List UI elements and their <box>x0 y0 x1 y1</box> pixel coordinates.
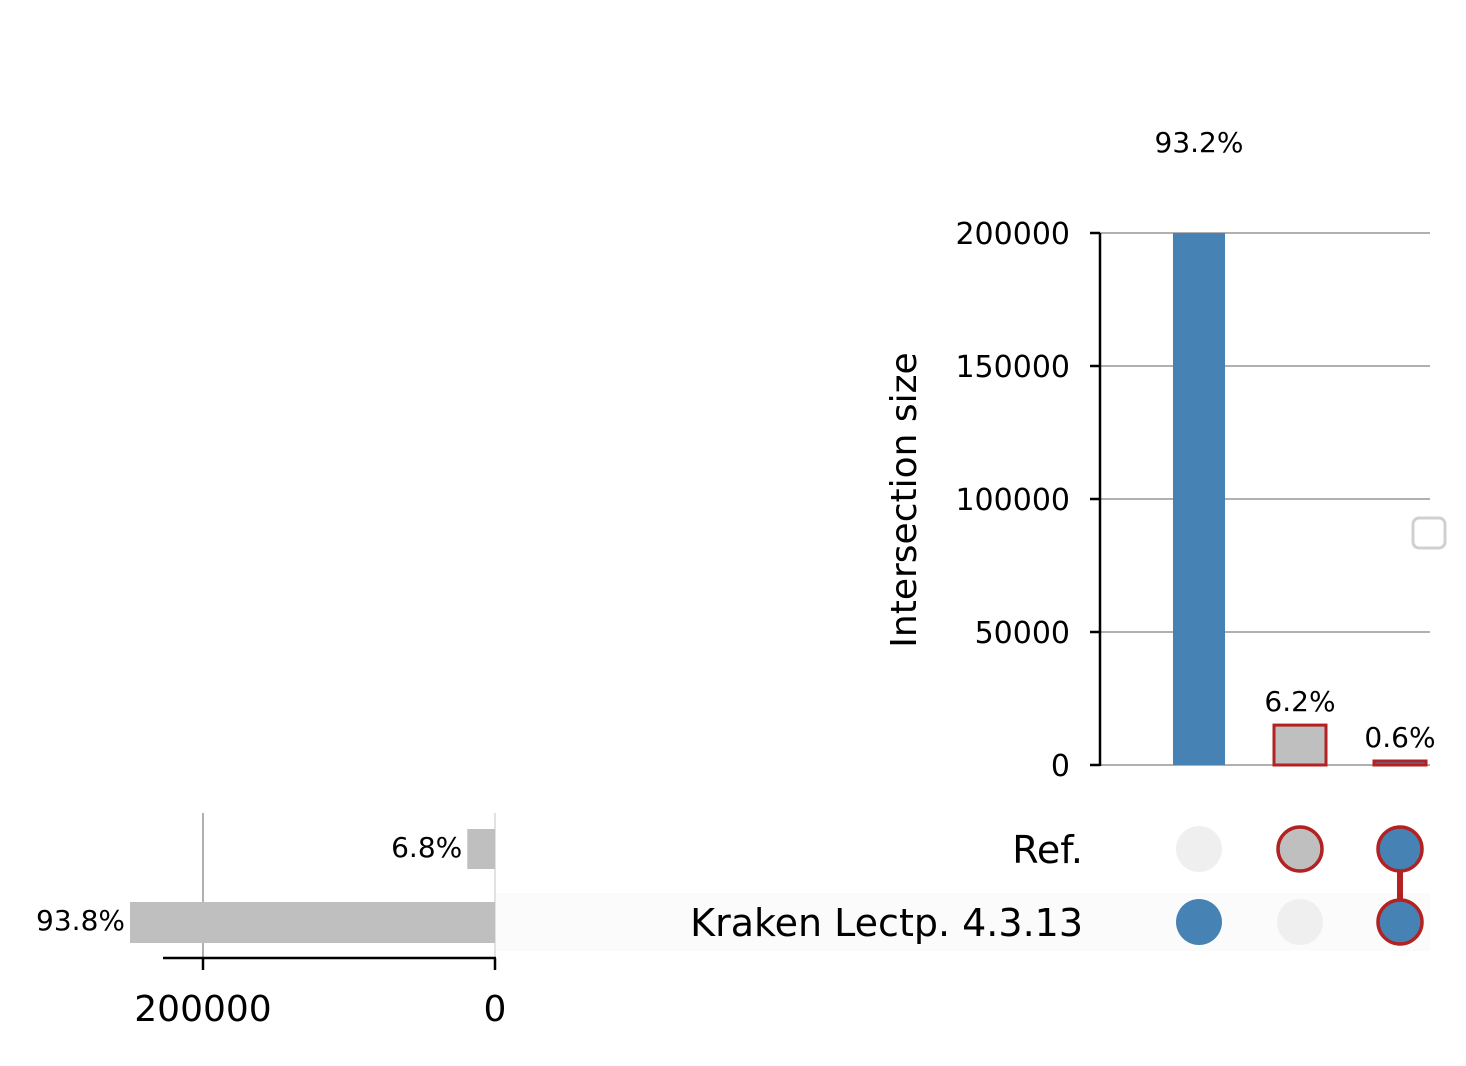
matrix-dot-0-1 <box>1176 899 1222 945</box>
set-size-label-1: 93.8% <box>36 904 125 937</box>
y-tick-label-0: 0 <box>1051 749 1070 784</box>
matrix-dot-1-0 <box>1276 825 1324 873</box>
intersection-bar-label-2: 0.6% <box>1364 721 1435 754</box>
set-size-tick-label-0: 200000 <box>134 989 271 1030</box>
set-size-chart: 6.8% 93.8% 200000 0 <box>36 813 506 1030</box>
set-size-tick-label-1: 0 <box>484 989 507 1030</box>
intersection-bar-label-1: 6.2% <box>1264 685 1335 718</box>
intersection-bars: 93.2% 6.2% 0.6% <box>1155 126 1436 767</box>
matrix-dot-2-1 <box>1376 898 1424 946</box>
set-name-1: Kraken Lectp. 4.3.13 <box>690 901 1083 945</box>
matrix-dot-2-0 <box>1376 825 1424 873</box>
set-size-bar-1 <box>130 902 495 943</box>
set-name-0: Ref. <box>1012 828 1083 872</box>
intersection-bar-label-0: 93.2% <box>1155 126 1244 159</box>
membership-matrix: Ref. Kraken Lectp. 4.3.13 <box>496 825 1430 951</box>
intersection-bar-1 <box>1272 723 1328 767</box>
y-tick-label-1: 50000 <box>975 616 1070 651</box>
y-axis-title: Intersection size <box>884 352 925 647</box>
matrix-dot-0-0 <box>1176 826 1222 872</box>
matrix-row-shade <box>496 893 1430 951</box>
y-tick-label-4: 200000 <box>955 217 1070 252</box>
matrix-dot-1-1 <box>1277 899 1323 945</box>
set-size-bar-0 <box>467 829 495 869</box>
intersection-bar-0 <box>1173 233 1225 765</box>
intersection-bar-2 <box>1372 759 1428 767</box>
intersection-axis: 0 50000 100000 150000 200000 <box>955 217 1102 784</box>
set-size-label-0: 6.8% <box>391 831 462 864</box>
legend-box <box>1411 516 1447 550</box>
y-tick-label-2: 100000 <box>955 483 1070 518</box>
y-tick-label-3: 150000 <box>955 350 1070 385</box>
